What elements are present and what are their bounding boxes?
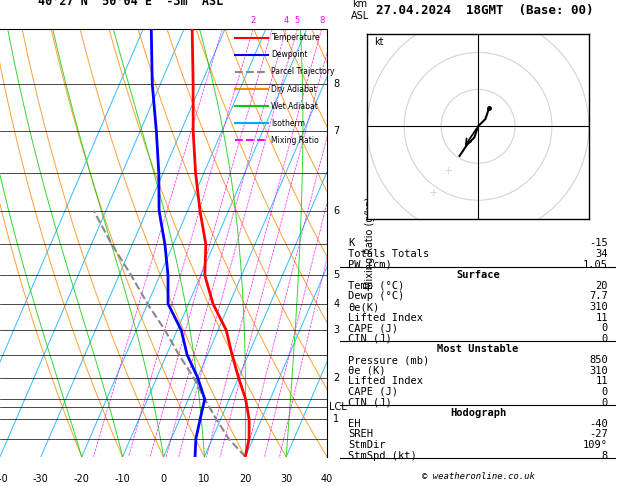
Text: Most Unstable: Most Unstable	[437, 345, 519, 354]
Text: Totals Totals: Totals Totals	[348, 249, 429, 259]
Text: CIN (J): CIN (J)	[348, 334, 392, 344]
Text: 109°: 109°	[583, 440, 608, 450]
Text: kt: kt	[375, 37, 384, 47]
Text: Wet Adiabat: Wet Adiabat	[272, 102, 318, 111]
Text: 310: 310	[589, 302, 608, 312]
Text: 40°27'N  50°04'E  -3m  ASL: 40°27'N 50°04'E -3m ASL	[38, 0, 223, 8]
Text: 8: 8	[602, 451, 608, 461]
Text: Isotherm: Isotherm	[272, 119, 306, 128]
Text: -27: -27	[589, 430, 608, 439]
Text: 8: 8	[333, 79, 339, 89]
Text: km
ASL: km ASL	[350, 0, 369, 20]
Text: 34: 34	[596, 249, 608, 259]
Text: 0: 0	[602, 334, 608, 344]
Text: 5: 5	[295, 16, 300, 25]
Text: CAPE (J): CAPE (J)	[348, 323, 398, 333]
Text: 850: 850	[589, 355, 608, 365]
Text: Temperature: Temperature	[272, 33, 320, 42]
Text: -10: -10	[114, 474, 131, 484]
Text: 7: 7	[333, 126, 340, 137]
Text: 5: 5	[333, 270, 340, 280]
Text: 3: 3	[333, 325, 339, 335]
Text: Dewpoint: Dewpoint	[272, 51, 308, 59]
Text: θe (K): θe (K)	[348, 365, 386, 376]
Text: 30: 30	[280, 474, 292, 484]
Text: 0: 0	[602, 387, 608, 397]
Text: Surface: Surface	[456, 270, 500, 280]
Text: 2: 2	[333, 373, 340, 382]
Text: Lifted Index: Lifted Index	[348, 312, 423, 323]
Text: -40: -40	[0, 474, 8, 484]
Text: θe(K): θe(K)	[348, 302, 379, 312]
Text: 27.04.2024  18GMT  (Base: 00): 27.04.2024 18GMT (Base: 00)	[376, 4, 593, 17]
Text: Parcel Trajectory: Parcel Trajectory	[272, 68, 335, 76]
Text: 2: 2	[250, 16, 256, 25]
Text: Mixing Ratio (g/kg): Mixing Ratio (g/kg)	[365, 197, 375, 289]
Text: -20: -20	[74, 474, 90, 484]
Text: SREH: SREH	[348, 430, 373, 439]
Text: +: +	[429, 188, 438, 198]
Text: 310: 310	[589, 365, 608, 376]
Text: -40: -40	[589, 419, 608, 429]
Text: 7.7: 7.7	[589, 292, 608, 301]
Text: 1.05: 1.05	[583, 260, 608, 270]
Text: 4: 4	[284, 16, 289, 25]
Text: -30: -30	[33, 474, 49, 484]
Text: 8: 8	[319, 16, 325, 25]
Text: Mixing Ratio: Mixing Ratio	[272, 136, 320, 145]
Text: 6: 6	[333, 206, 339, 216]
Text: 11: 11	[596, 376, 608, 386]
Text: 0: 0	[602, 323, 608, 333]
Text: Temp (°C): Temp (°C)	[348, 281, 404, 291]
Text: StmDir: StmDir	[348, 440, 386, 450]
Text: 1: 1	[333, 415, 339, 424]
Text: PW (cm): PW (cm)	[348, 260, 392, 270]
Text: 0: 0	[160, 474, 167, 484]
Text: 10: 10	[198, 474, 211, 484]
Text: Lifted Index: Lifted Index	[348, 376, 423, 386]
Text: 40: 40	[321, 474, 333, 484]
Text: K: K	[348, 238, 354, 248]
Text: EH: EH	[348, 419, 360, 429]
Text: Dewp (°C): Dewp (°C)	[348, 292, 404, 301]
Text: 11: 11	[596, 312, 608, 323]
Text: Pressure (mb): Pressure (mb)	[348, 355, 429, 365]
Text: © weatheronline.co.uk: © weatheronline.co.uk	[421, 472, 535, 481]
Text: 4: 4	[333, 299, 339, 309]
Text: +: +	[444, 166, 453, 175]
Text: -15: -15	[589, 238, 608, 248]
Text: CIN (J): CIN (J)	[348, 398, 392, 408]
Text: Dry Adiabat: Dry Adiabat	[272, 85, 317, 93]
Text: 20: 20	[239, 474, 252, 484]
Text: StmSpd (kt): StmSpd (kt)	[348, 451, 417, 461]
Text: LCL: LCL	[329, 402, 347, 412]
Text: 20: 20	[596, 281, 608, 291]
Text: 0: 0	[602, 398, 608, 408]
Text: CAPE (J): CAPE (J)	[348, 387, 398, 397]
Text: Hodograph: Hodograph	[450, 408, 506, 418]
